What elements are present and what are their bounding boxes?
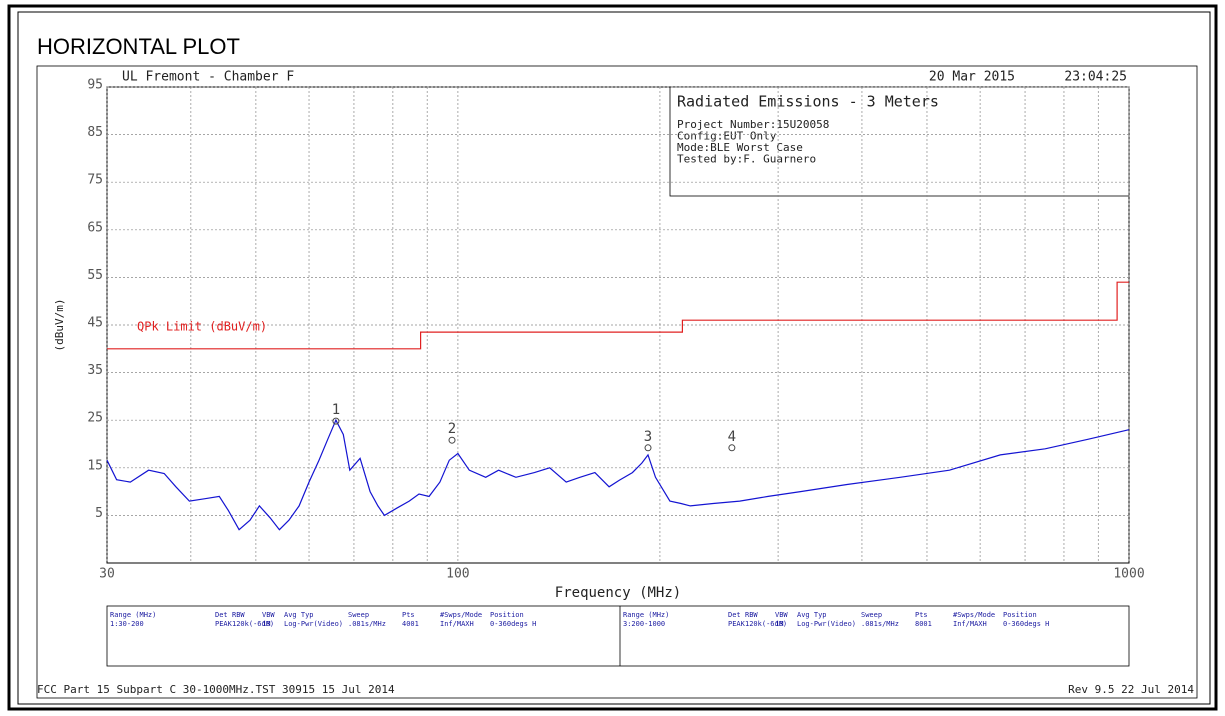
table-cell: PEAK: [215, 620, 233, 628]
y-tick-label: 95: [87, 78, 103, 93]
table-cell: Log-Pwr(Video): [284, 620, 343, 628]
marker-label: 4: [728, 429, 736, 445]
table-cell: 1M: [775, 620, 783, 628]
y-tick-label: 85: [87, 125, 103, 140]
x-axis-label: Frequency (MHz): [555, 585, 681, 601]
settings-table: [106, 605, 1130, 667]
table-header: Sweep: [348, 611, 369, 619]
y-tick-label: 45: [87, 316, 103, 331]
table-header: Avg Typ: [284, 611, 314, 619]
table-cell: 3:200-1000: [623, 620, 665, 628]
plot-frame: [36, 65, 1198, 699]
table-cell: 4001: [402, 620, 419, 628]
table-cell: Inf/MAXH: [440, 620, 474, 628]
series-label: QPk Limit (dBuV/m): [137, 319, 267, 333]
date: 20 Mar 2015: [929, 70, 1015, 85]
table-cell: 0-360degs H: [1003, 620, 1049, 628]
inner-frame: [17, 11, 1211, 705]
info-line: Mode:BLE Worst Case: [677, 141, 803, 154]
table-header: Pts: [402, 611, 415, 619]
table-header: Avg Typ: [797, 611, 827, 619]
marker-label: 2: [448, 421, 456, 437]
y-tick-label: 65: [87, 220, 103, 235]
marker: [332, 417, 340, 425]
info-line: Tested by:F. Guarnero: [677, 153, 816, 166]
info-line: Project Number:15U20058: [677, 118, 829, 131]
table-cell: 0-360degs H: [490, 620, 536, 628]
table-header: RBW: [745, 611, 758, 619]
marker: [728, 444, 736, 452]
y-axis-label: (dBuV/m): [53, 299, 66, 352]
y-tick-label: 5: [95, 506, 103, 521]
footer-left: FCC Part 15 Subpart C 30-1000MHz.TST 309…: [37, 683, 395, 696]
table-cell: .081s/MHz: [861, 620, 899, 628]
chart-title: HORIZONTAL PLOT: [37, 34, 240, 59]
x-tick-label: 30: [99, 567, 115, 582]
y-tick-label: 25: [87, 411, 103, 426]
marker-label: 1: [332, 402, 340, 418]
table-cell: Log-Pwr(Video): [797, 620, 856, 628]
outer-frame: [7, 4, 1218, 711]
table-cell: Inf/MAXH: [953, 620, 987, 628]
table-header: Position: [1003, 611, 1037, 619]
x-tick-label: 100: [446, 567, 469, 582]
info-line: Config:EUT Only: [677, 130, 777, 143]
table-cell: .081s/MHz: [348, 620, 386, 628]
table-cell: 1M: [262, 620, 270, 628]
table-header: Det: [728, 611, 741, 619]
marker: [448, 436, 456, 444]
table-header: Range (MHz): [623, 611, 669, 619]
table-header: VBW: [262, 611, 275, 619]
table-cell: PEAK: [728, 620, 746, 628]
header-left: UL Fremont - Chamber F: [122, 70, 294, 85]
time: 23:04:25: [1064, 70, 1127, 85]
table-header: RBW: [232, 611, 245, 619]
x-tick-label: 1000: [1113, 567, 1144, 582]
footer-right: Rev 9.5 22 Jul 2014: [1068, 683, 1194, 696]
table-header: Det: [215, 611, 228, 619]
series-line: [106, 418, 1130, 531]
y-tick-label: 35: [87, 363, 103, 378]
table-cell: 1:30-200: [110, 620, 144, 628]
table-header: Range (MHz): [110, 611, 156, 619]
table-cell: 120k(-6dB): [745, 620, 787, 628]
table-header: Position: [490, 611, 524, 619]
marker-label: 3: [644, 429, 652, 445]
table-header: #Swps/Mode: [953, 611, 995, 619]
table-header: Sweep: [861, 611, 882, 619]
table-cell: 8001: [915, 620, 932, 628]
table-header: #Swps/Mode: [440, 611, 482, 619]
series-line: [107, 281, 1129, 350]
info-title: Radiated Emissions - 3 Meters: [677, 93, 939, 111]
marker: [644, 444, 652, 452]
y-tick-label: 75: [87, 173, 103, 188]
table-header: Pts: [915, 611, 928, 619]
y-tick-label: 55: [87, 268, 103, 283]
y-tick-label: 15: [87, 458, 103, 473]
table-header: VBW: [775, 611, 788, 619]
table-cell: 120k(-6dB): [232, 620, 274, 628]
info-box: [669, 86, 1130, 197]
